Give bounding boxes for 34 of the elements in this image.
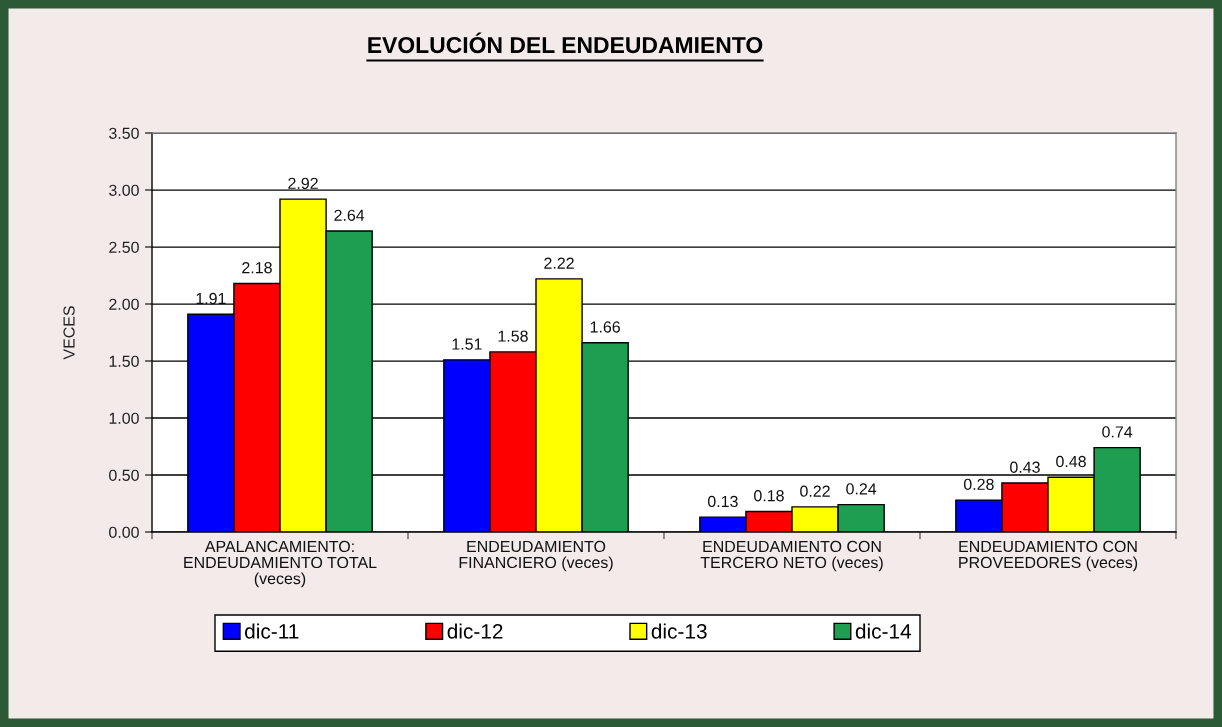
chart-title: EVOLUCIÓN DEL ENDEUDAMIENTO xyxy=(368,32,763,54)
data-label: 2.64 xyxy=(334,209,365,221)
x-tick-label: ENDEUDAMIENTO CON TERCERO NETO (veces) xyxy=(700,540,883,572)
y-tick-label: 1.50 xyxy=(109,355,139,367)
data-label: 1.66 xyxy=(590,321,620,333)
y-tick-label: 1.00 xyxy=(109,412,139,424)
x-tick-label: ENDEUDAMIENTO CON PROVEEDORES (veces) xyxy=(959,540,1138,572)
data-label: 1.51 xyxy=(452,338,482,350)
data-label: 0.74 xyxy=(1102,426,1133,438)
y-tick-label: 2.00 xyxy=(109,298,139,310)
legend-label: dic-11 xyxy=(245,623,299,639)
legend-label: dic-12 xyxy=(447,623,503,639)
data-label: 2.22 xyxy=(544,257,574,269)
data-label: 0.18 xyxy=(754,490,784,502)
y-tick-label: 3.50 xyxy=(109,127,139,139)
x-tick-label: ENDEUDAMIENTO FINANCIERO (veces) xyxy=(459,540,613,572)
data-label: 0.43 xyxy=(1010,461,1040,473)
y-tick-label: 2.50 xyxy=(109,241,139,253)
y-axis-title: VECES xyxy=(63,306,75,360)
data-label: 0.22 xyxy=(800,485,830,497)
data-label: 0.48 xyxy=(1056,455,1086,468)
data-label: 1.58 xyxy=(498,330,528,342)
data-label: 2.18 xyxy=(242,262,272,274)
data-label: 0.13 xyxy=(707,495,738,508)
data-label: 0.28 xyxy=(963,478,994,490)
x-tick-label: APALANCAMIENTO: ENDEUDAMIENTO TOTAL (veces) xyxy=(184,540,377,588)
y-tick-label: 0.50 xyxy=(109,469,139,481)
data-label: 2.92 xyxy=(288,177,318,190)
legend-label: dic-14 xyxy=(855,623,912,639)
y-tick-label: 3.00 xyxy=(109,184,139,196)
legend-label: dic-13 xyxy=(651,623,707,639)
data-label: 1.91 xyxy=(196,292,226,305)
data-label: 0.24 xyxy=(846,483,877,495)
y-tick-label: 0.00 xyxy=(109,526,139,538)
